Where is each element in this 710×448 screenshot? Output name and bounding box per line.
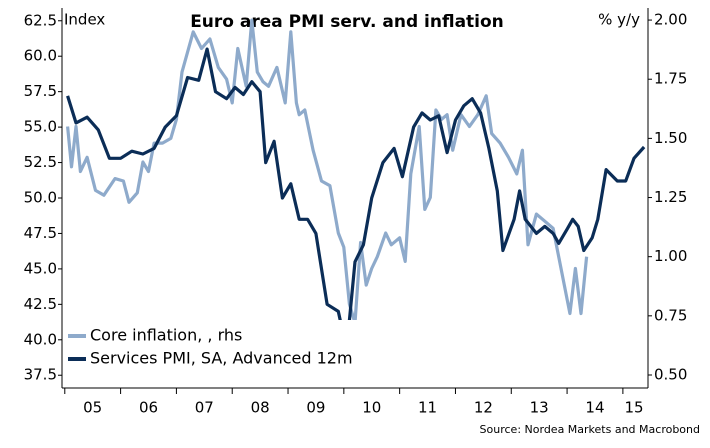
y2-tick-label: 0.50 xyxy=(654,365,687,383)
x-tick-label: 07 xyxy=(195,399,214,417)
chart-title: Euro area PMI serv. and inflation xyxy=(190,12,504,32)
y-tick-label: 60.0 xyxy=(24,47,57,65)
x-tick-label: 06 xyxy=(139,399,158,417)
y2-axis-label: % y/y xyxy=(598,11,640,29)
x-tick-label: 09 xyxy=(306,399,325,417)
y2-tick-label: 1.50 xyxy=(654,129,687,147)
x-tick-label: 10 xyxy=(362,399,381,417)
y-tick-label: 55.0 xyxy=(24,118,57,136)
y-tick-label: 52.5 xyxy=(24,153,57,171)
y-tick-label: 47.5 xyxy=(24,224,57,242)
y2-tick-label: 1.00 xyxy=(654,247,687,265)
y2-tick-label: 1.25 xyxy=(654,188,687,206)
y-axis-label: Index xyxy=(64,11,105,29)
legend-label: Services PMI, SA, Advanced 12m xyxy=(90,349,353,368)
x-tick-label: 05 xyxy=(83,399,102,417)
x-tick-label: 15 xyxy=(625,399,644,417)
y-tick-label: 62.5 xyxy=(24,11,57,29)
y-tick-label: 50.0 xyxy=(24,189,57,207)
y-tick-label: 42.5 xyxy=(24,295,57,313)
y2-tick-label: 2.00 xyxy=(654,11,687,29)
y-tick-label: 45.0 xyxy=(24,259,57,277)
source: Source: Nordea Markets and Macrobond xyxy=(480,423,700,436)
legend-label: Core inflation, , rhs xyxy=(90,326,242,345)
x-tick-label: 12 xyxy=(474,399,493,417)
series-line xyxy=(66,18,589,325)
y-tick-label: 57.5 xyxy=(24,82,57,100)
x-tick-label: 13 xyxy=(530,399,549,417)
x-tick-label: 08 xyxy=(251,399,270,417)
series-line xyxy=(66,47,646,352)
x-tick-label: 14 xyxy=(585,399,604,417)
y-tick-label: 37.5 xyxy=(24,366,57,384)
x-tick-label: 11 xyxy=(418,399,437,417)
y2-tick-label: 1.75 xyxy=(654,70,687,88)
y2-tick-label: 0.75 xyxy=(654,306,687,324)
legend-box xyxy=(64,320,394,376)
y-tick-label: 40.0 xyxy=(24,330,57,348)
